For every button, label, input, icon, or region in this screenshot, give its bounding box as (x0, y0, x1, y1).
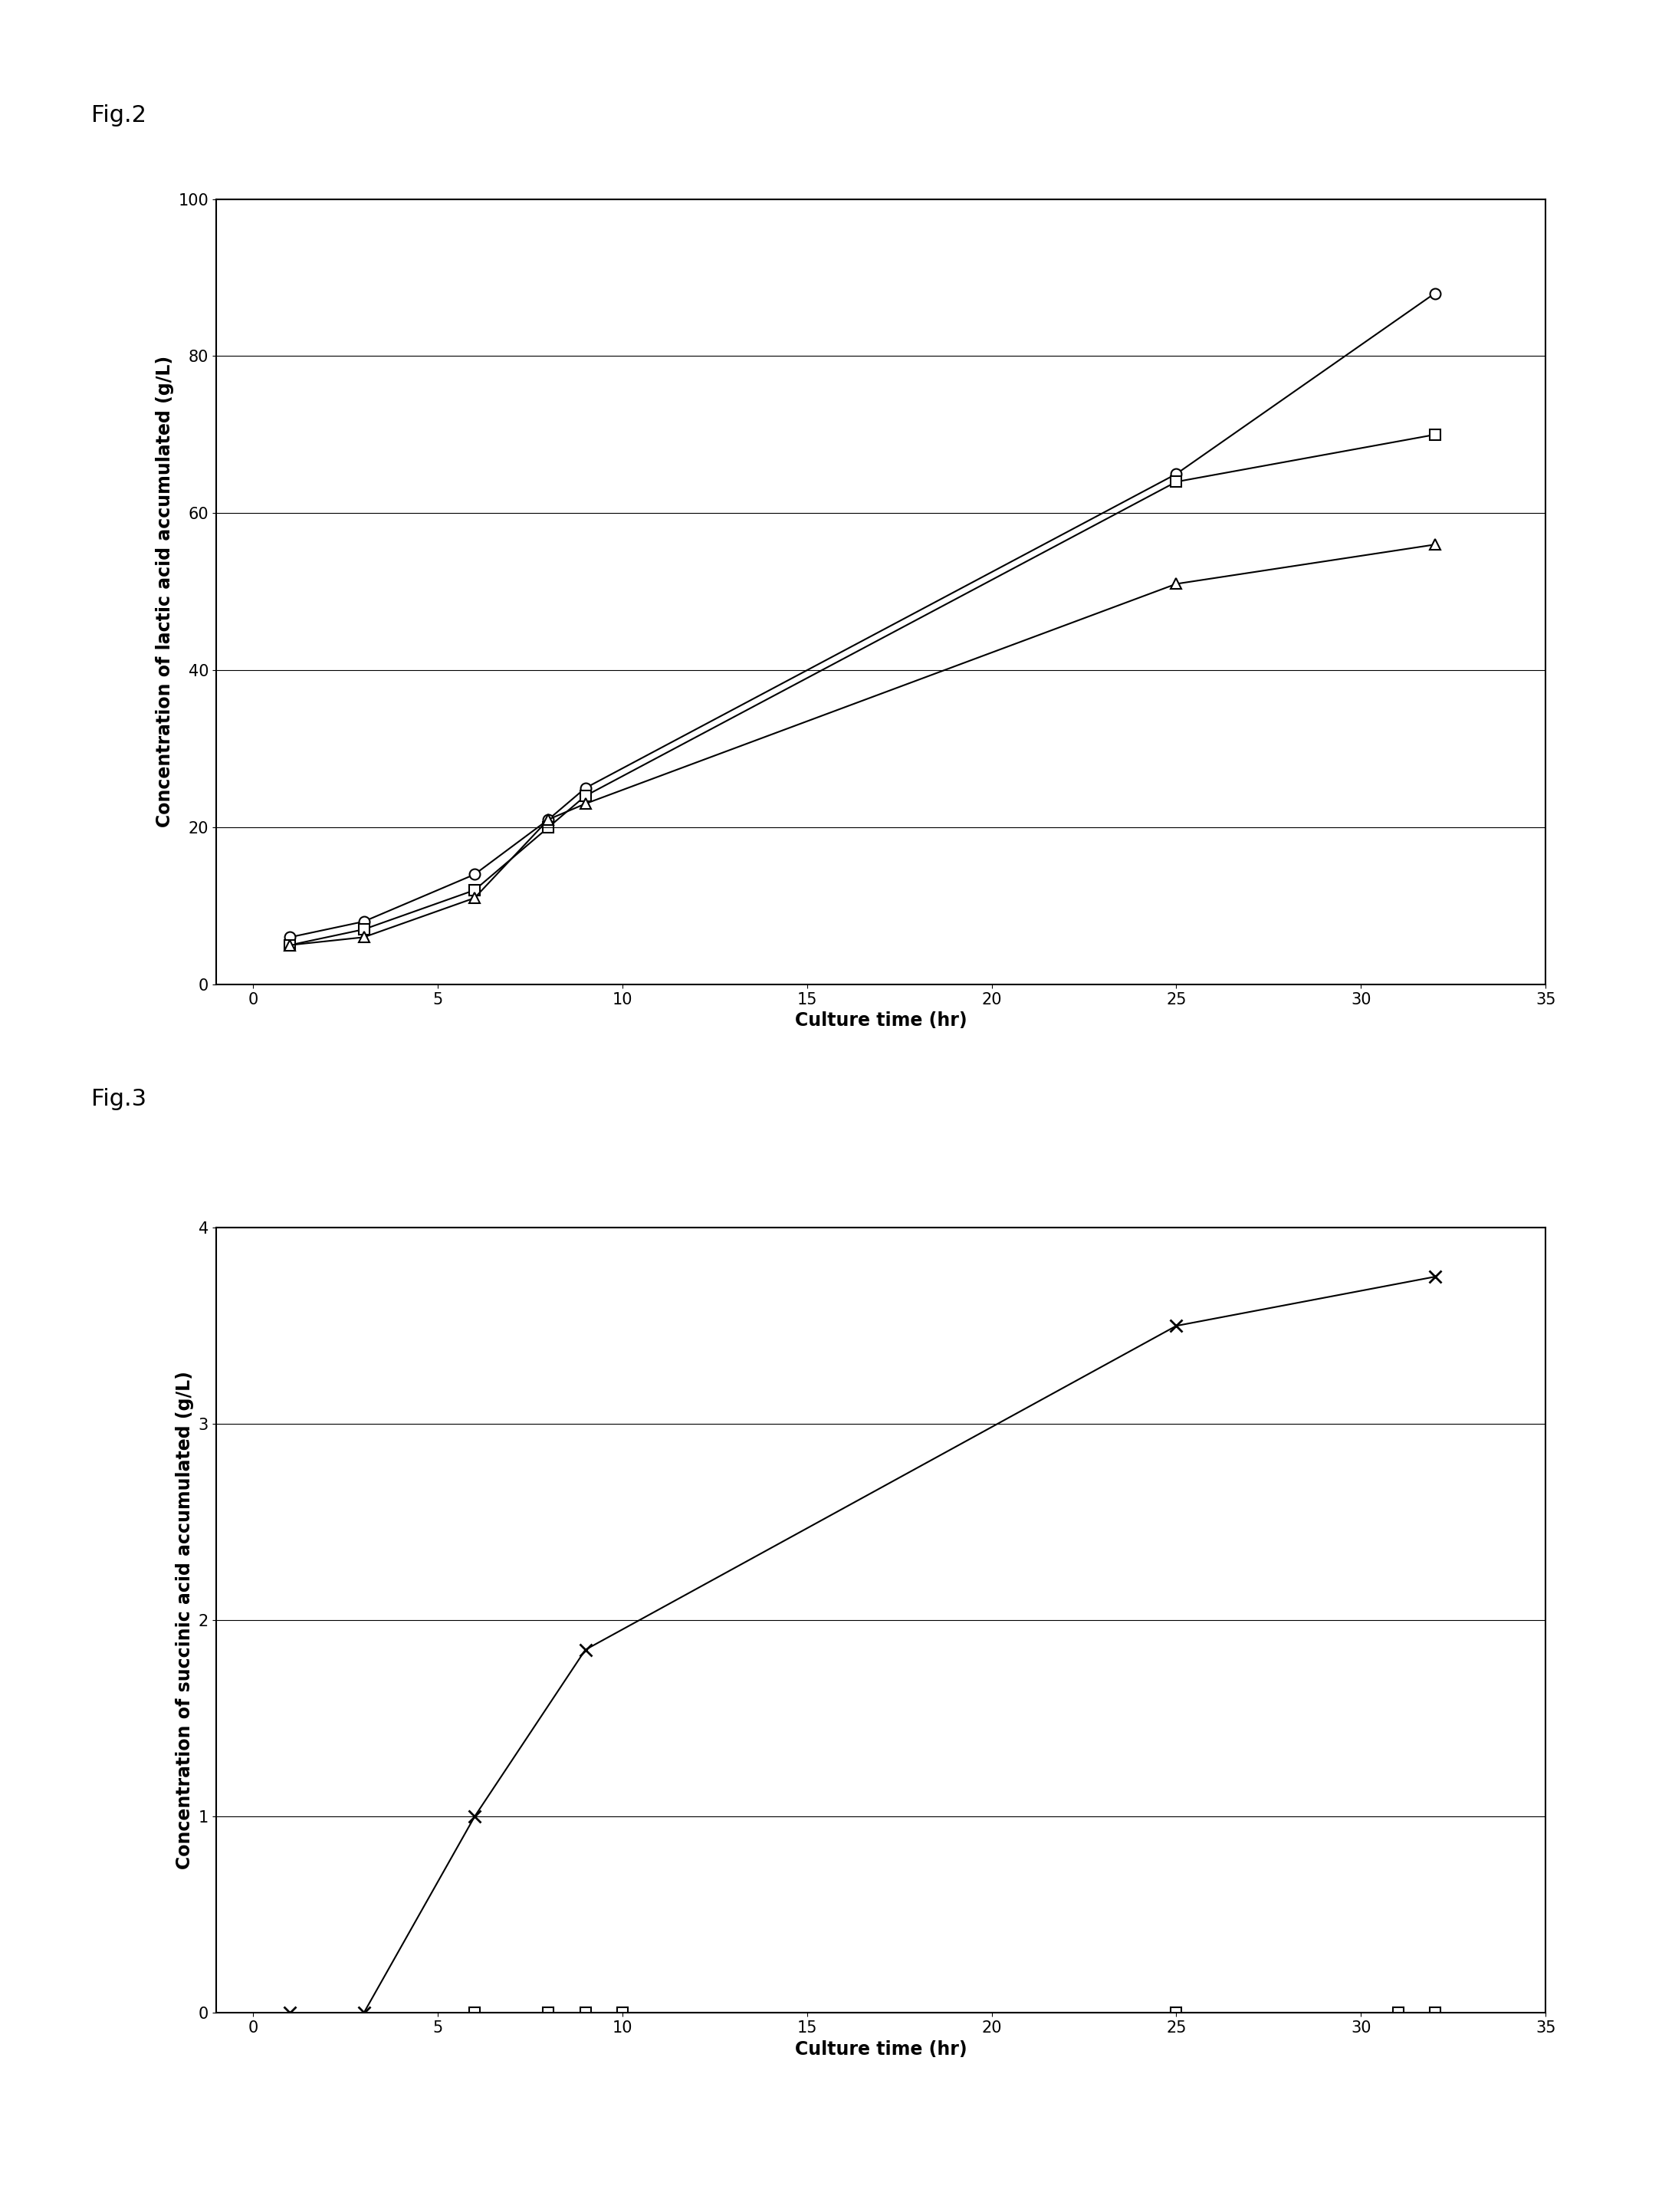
Text: Fig.2: Fig.2 (91, 104, 146, 126)
Y-axis label: Concentration of succinic acid accumulated (g/L): Concentration of succinic acid accumulat… (176, 1371, 194, 1869)
X-axis label: Culture time (hr): Culture time (hr) (794, 2039, 967, 2059)
Text: Fig.3: Fig.3 (91, 1088, 146, 1110)
X-axis label: Culture time (hr): Culture time (hr) (794, 1011, 967, 1031)
Y-axis label: Concentration of lactic acid accumulated (g/L): Concentration of lactic acid accumulated… (156, 356, 175, 827)
